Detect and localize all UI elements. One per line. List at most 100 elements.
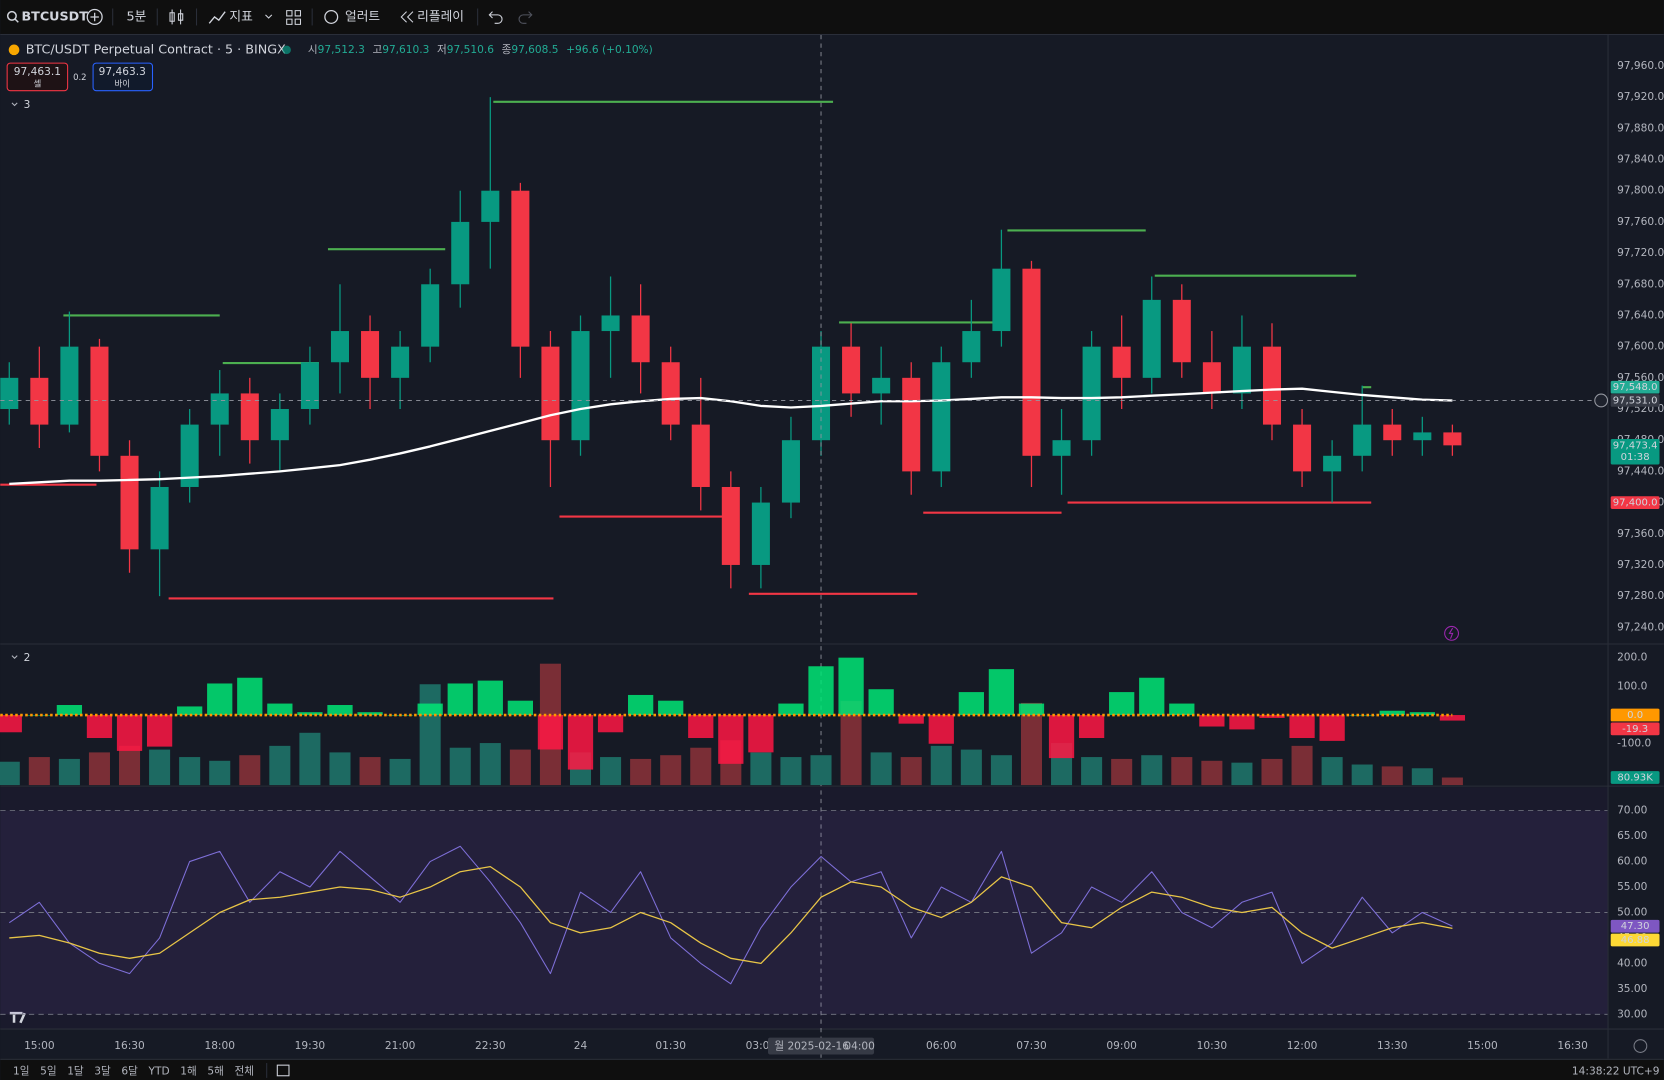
replay-icon[interactable] — [400, 11, 414, 23]
range-button[interactable]: 5일 — [40, 1065, 57, 1078]
collapse-count[interactable]: 2 — [24, 652, 31, 664]
candle-body — [511, 190, 530, 347]
collapse-count[interactable]: 3 — [24, 99, 31, 111]
candle-body — [721, 486, 740, 565]
y-tick-label: 97,280.0 — [1617, 590, 1664, 602]
x-tick-label: 15:00 — [1467, 1040, 1498, 1052]
x-tick-label: 22:30 — [475, 1040, 506, 1052]
x-tick-label: 16:30 — [1557, 1040, 1588, 1052]
ohlc-label: 시 — [308, 44, 318, 56]
price-tag — [1610, 496, 1660, 509]
indicators[interactable]: 지표 — [229, 9, 253, 24]
search-icon[interactable] — [6, 10, 17, 21]
crosshair-price-tag — [1610, 394, 1660, 407]
candle-body — [210, 393, 229, 425]
candle-body — [932, 362, 951, 472]
ohlc-label: 저 — [437, 44, 447, 56]
range-button[interactable]: 1해 — [180, 1065, 197, 1078]
toolbar: BTCUSDT 5분 지표 얼러트 리플레이 — [6, 8, 533, 26]
volume-bar — [479, 743, 501, 786]
candle-body — [270, 409, 289, 441]
histogram-bar — [958, 692, 984, 716]
range-button[interactable]: 1일 — [13, 1065, 30, 1078]
histogram-bar — [658, 700, 684, 716]
range-button[interactable]: 3달 — [94, 1066, 111, 1078]
chart-type-icon[interactable] — [169, 9, 184, 25]
volume-bar — [1081, 757, 1103, 786]
layout-icon[interactable] — [286, 10, 302, 25]
candle-body — [962, 331, 981, 363]
buy-button[interactable] — [92, 62, 154, 92]
volume-bar — [1231, 762, 1253, 786]
x-tick-label: 12:00 — [1287, 1040, 1318, 1052]
x-tick-label: 06:00 — [926, 1040, 957, 1052]
volume-bar — [329, 752, 351, 786]
x-tick-label: 01:30 — [655, 1040, 686, 1052]
x-tick-label: 15:00 — [24, 1040, 55, 1052]
volume-bar — [509, 749, 531, 786]
volume-bar — [660, 755, 682, 786]
candle-body — [842, 346, 861, 394]
price-tag-label: 97,400.0 — [1613, 498, 1658, 509]
volume-bar — [1381, 766, 1403, 786]
y-tick-label: 97,960.0 — [1617, 60, 1664, 72]
histogram-bar — [567, 715, 594, 770]
buy-label: 바이 — [114, 78, 130, 88]
range-button[interactable]: 6달 — [121, 1066, 138, 1078]
volume-bar — [389, 758, 411, 786]
x-tick-label: 18:00 — [204, 1040, 235, 1052]
histogram-bar — [988, 669, 1015, 716]
interval[interactable]: 5분 — [126, 9, 146, 24]
range-button[interactable]: 1달 — [67, 1066, 84, 1078]
alert-icon[interactable] — [324, 9, 339, 24]
candle-body — [240, 393, 259, 441]
undo[interactable] — [488, 11, 503, 24]
replay[interactable]: 리플레이 — [417, 9, 464, 24]
price-tag — [1610, 722, 1660, 736]
volume-bar — [1441, 777, 1463, 786]
volume-bar — [0, 761, 20, 786]
sell-button[interactable] — [6, 62, 69, 92]
histogram-bar — [1289, 715, 1315, 739]
volume-bar — [960, 749, 982, 786]
histogram-bar — [1379, 710, 1405, 716]
histogram-bar — [1409, 712, 1435, 716]
histogram-bar — [507, 700, 534, 716]
collapse-icon[interactable] — [11, 102, 18, 107]
volume-bar — [209, 760, 231, 786]
volume-bar — [1351, 764, 1373, 786]
volume-bar — [1171, 757, 1193, 786]
ohlc-legend: 시97,512.3 고97,610.3 저97,510.6 종97,608.5 … — [308, 44, 653, 56]
flash-icon[interactable] — [1444, 625, 1459, 641]
range-button[interactable]: YTD — [148, 1066, 170, 1078]
candle-body — [571, 331, 590, 441]
y-tick-label: 50.00 — [1617, 906, 1648, 918]
volume-bar — [449, 747, 471, 786]
volume-bar — [930, 745, 952, 786]
calendar-icon[interactable] — [276, 1064, 290, 1077]
histogram-bar — [1229, 715, 1255, 730]
redo[interactable] — [518, 11, 533, 24]
collapse-icon[interactable] — [11, 655, 18, 660]
range-button[interactable]: 5해 — [207, 1065, 224, 1078]
settings-icon[interactable] — [1633, 1039, 1648, 1053]
volume-bar — [690, 747, 712, 786]
candle-body — [330, 331, 350, 363]
price-tag — [1610, 380, 1660, 394]
x-tick-label: 13:30 — [1377, 1040, 1408, 1052]
symbol[interactable]: BTCUSDT — [21, 9, 88, 24]
volume-bar — [750, 752, 772, 786]
ohlc-value: 97,510.6 — [447, 44, 494, 56]
histogram-bar — [1078, 715, 1105, 739]
volume-bar — [1111, 758, 1133, 786]
market-status — [282, 45, 291, 55]
add-symbol[interactable] — [86, 8, 103, 26]
indicator-icon[interactable] — [208, 11, 226, 24]
range-button[interactable]: 전체 — [234, 1066, 254, 1078]
volume-bar — [1201, 760, 1223, 786]
y-tick-label: 97,880.0 — [1617, 122, 1664, 134]
alert[interactable]: 얼러트 — [345, 9, 380, 24]
caret[interactable] — [265, 14, 273, 19]
y-tick-label: 97,240.0 — [1617, 621, 1664, 633]
